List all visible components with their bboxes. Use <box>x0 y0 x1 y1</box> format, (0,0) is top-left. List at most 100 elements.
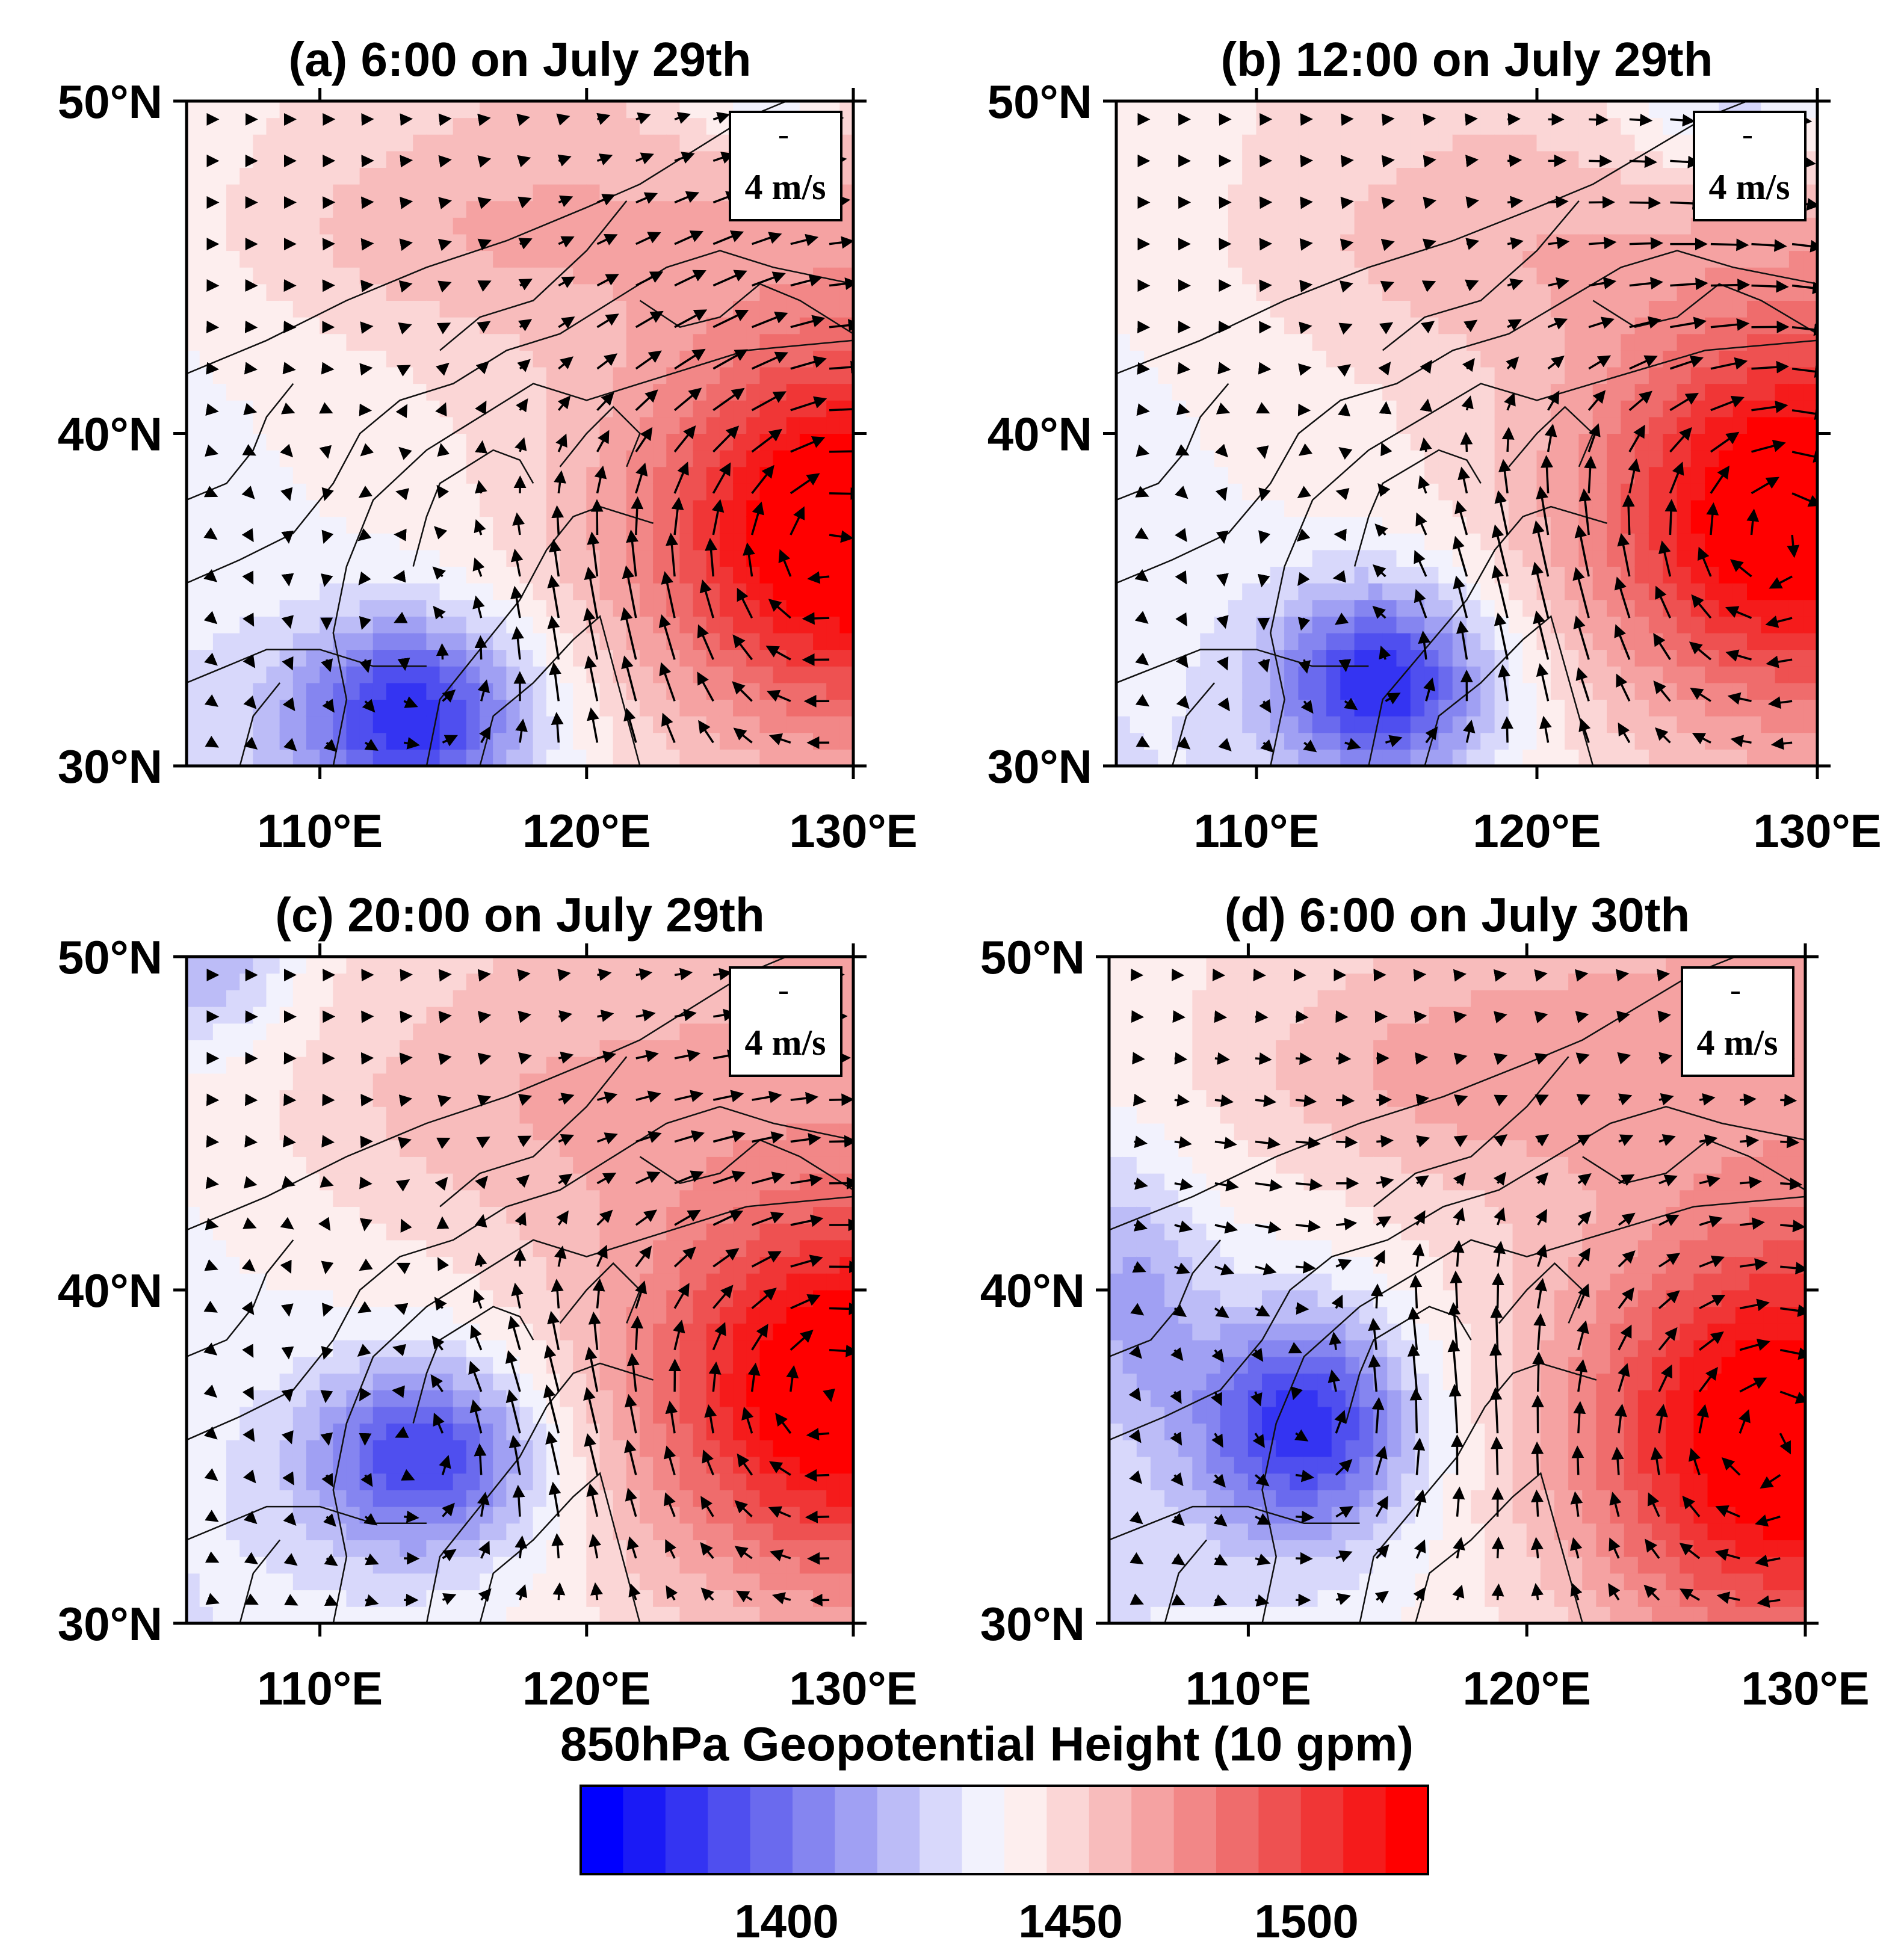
height-cell <box>386 499 401 517</box>
height-cell <box>639 416 654 434</box>
height-cell <box>1536 649 1551 667</box>
height-cell <box>439 466 454 484</box>
height-cell <box>1284 682 1299 700</box>
height-cell <box>1270 516 1285 534</box>
height-cell <box>839 333 853 351</box>
height-cell <box>359 316 374 335</box>
height-cell <box>226 383 241 401</box>
height-cell <box>666 383 681 401</box>
height-cell <box>653 416 667 434</box>
height-cell <box>493 184 507 202</box>
height-cell <box>426 167 440 185</box>
height-cell <box>1747 466 1762 484</box>
height-cell <box>1214 599 1229 617</box>
height-cell <box>1690 715 1706 733</box>
wind-arrow <box>790 356 827 370</box>
height-cell <box>240 1322 254 1341</box>
height-cell <box>346 665 360 683</box>
height-cell <box>480 416 494 434</box>
height-cell <box>359 682 374 700</box>
height-cell <box>266 433 280 451</box>
height-cell <box>1312 616 1327 634</box>
height-cell <box>359 333 374 351</box>
height-cell <box>306 682 321 700</box>
wind-arrow <box>1379 401 1392 415</box>
height-cell <box>1424 449 1439 467</box>
wind-arrow <box>673 461 689 494</box>
height-cell <box>1648 516 1664 534</box>
height-cell <box>679 300 694 318</box>
height-cell <box>199 1456 214 1474</box>
height-cell <box>279 1090 294 1107</box>
height-cell <box>519 665 534 683</box>
wind-arrow <box>551 712 564 743</box>
height-cell <box>839 748 853 766</box>
height-cell <box>1508 732 1524 750</box>
height-cell <box>400 516 414 534</box>
height-cell <box>1438 416 1453 434</box>
wind-arrow <box>635 192 658 204</box>
height-cell <box>212 632 227 650</box>
height-cell <box>1256 383 1271 401</box>
height-cell <box>253 566 267 584</box>
wind-arrow <box>699 579 714 619</box>
height-cell <box>1340 433 1355 451</box>
height-cell <box>1382 582 1397 600</box>
height-cell <box>1452 283 1467 301</box>
height-cell <box>706 134 720 152</box>
height-cell <box>1467 699 1482 717</box>
height-cell <box>693 200 707 218</box>
height-cell <box>1354 499 1369 517</box>
height-cell <box>292 134 307 152</box>
height-cell <box>506 582 521 600</box>
height-cell <box>546 283 560 301</box>
height-cell <box>240 350 254 368</box>
height-cell <box>1144 134 1159 152</box>
height-cell <box>333 433 347 451</box>
height-cell <box>839 616 853 634</box>
height-cell <box>1550 366 1566 384</box>
height-cell <box>1565 433 1580 451</box>
height-cell <box>746 466 761 484</box>
height-cell <box>1158 632 1173 650</box>
height-cell <box>586 566 601 584</box>
height-cell <box>466 117 481 135</box>
height-cell <box>1663 233 1678 251</box>
height-cell <box>1705 665 1720 683</box>
height-cell <box>1732 350 1748 368</box>
height-cell <box>773 582 787 600</box>
height-cell <box>1634 134 1649 152</box>
height-cell <box>559 616 574 634</box>
height-cell <box>559 167 574 185</box>
height-cell <box>266 1273 280 1291</box>
height-cell <box>292 957 307 974</box>
height-cell <box>199 1506 214 1524</box>
height-cell <box>226 316 241 335</box>
height-cell <box>346 184 360 202</box>
height-cell <box>839 532 853 551</box>
height-cell <box>1158 483 1173 501</box>
height-cell <box>1172 665 1187 683</box>
height-cell <box>1242 649 1257 667</box>
height-cell <box>292 483 307 501</box>
height-cell <box>199 748 214 766</box>
height-cell <box>706 233 720 251</box>
height-cell <box>240 1473 254 1490</box>
height-cell <box>1634 632 1649 650</box>
height-cell <box>359 184 374 202</box>
height-cell <box>1158 217 1173 235</box>
height-cell <box>573 250 587 268</box>
height-cell <box>292 1156 307 1174</box>
height-cell <box>1761 333 1776 351</box>
height-cell <box>1228 134 1243 152</box>
height-cell <box>586 649 601 667</box>
height-cell <box>1298 549 1313 567</box>
height-cell <box>346 416 360 434</box>
height-cell <box>533 449 547 467</box>
height-cell <box>599 200 614 218</box>
height-cell <box>292 665 307 683</box>
height-cell <box>212 989 227 1007</box>
height-cell <box>1732 665 1748 683</box>
height-cell <box>1565 217 1580 235</box>
height-cell <box>333 333 347 351</box>
